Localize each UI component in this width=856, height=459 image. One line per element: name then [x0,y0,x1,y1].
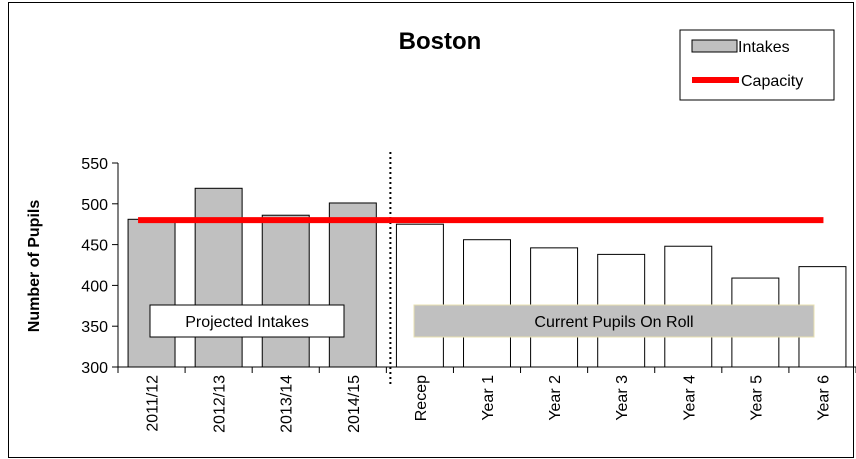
x-tick-label: Recep [413,375,430,421]
bar [194,187,243,368]
y-tick-label: 450 [81,238,108,255]
y-tick-label: 500 [81,197,108,214]
legend-label-intakes: Intakes [738,39,790,56]
bar [328,202,377,368]
legend: Intakes Capacity [679,29,835,101]
chart-title: Boston [399,28,482,55]
bar [127,218,176,368]
bar [261,214,310,368]
x-tick-label: 2012/13 [212,375,229,433]
annotation-box-projected [149,304,345,338]
y-tick-label: 350 [81,319,108,336]
x-tick-label: Year 3 [614,375,631,421]
x-tick-label: Year 4 [681,375,698,421]
x-tick-label: Year 1 [480,375,497,421]
bar [463,239,511,368]
x-tick-label: 2014/15 [346,375,363,433]
legend-label-capacity: Capacity [741,73,803,90]
x-tick-label: 2013/14 [279,375,296,433]
annotation-current-pupils: Current Pupils On Roll [534,314,693,331]
bar [395,223,444,368]
x-tick-label: Year 6 [815,375,832,421]
y-tick-label: 550 [81,156,108,173]
x-tick-label: Year 5 [748,375,765,421]
annotation-projected-intakes: Projected Intakes [185,314,309,331]
y-tick-label: 300 [81,360,108,377]
y-axis-label: Number of Pupils [26,200,43,333]
x-tick-label: 2011/12 [145,375,162,432]
plot-area: 300 350 400 450 500 550 2011/12 2012/13 2013/14 2… [81,152,856,433]
x-tick-label: Year 2 [547,375,564,421]
y-tick-label: 400 [81,278,108,295]
annotation-box-current [413,304,815,338]
legend-swatch-intakes [691,39,738,53]
